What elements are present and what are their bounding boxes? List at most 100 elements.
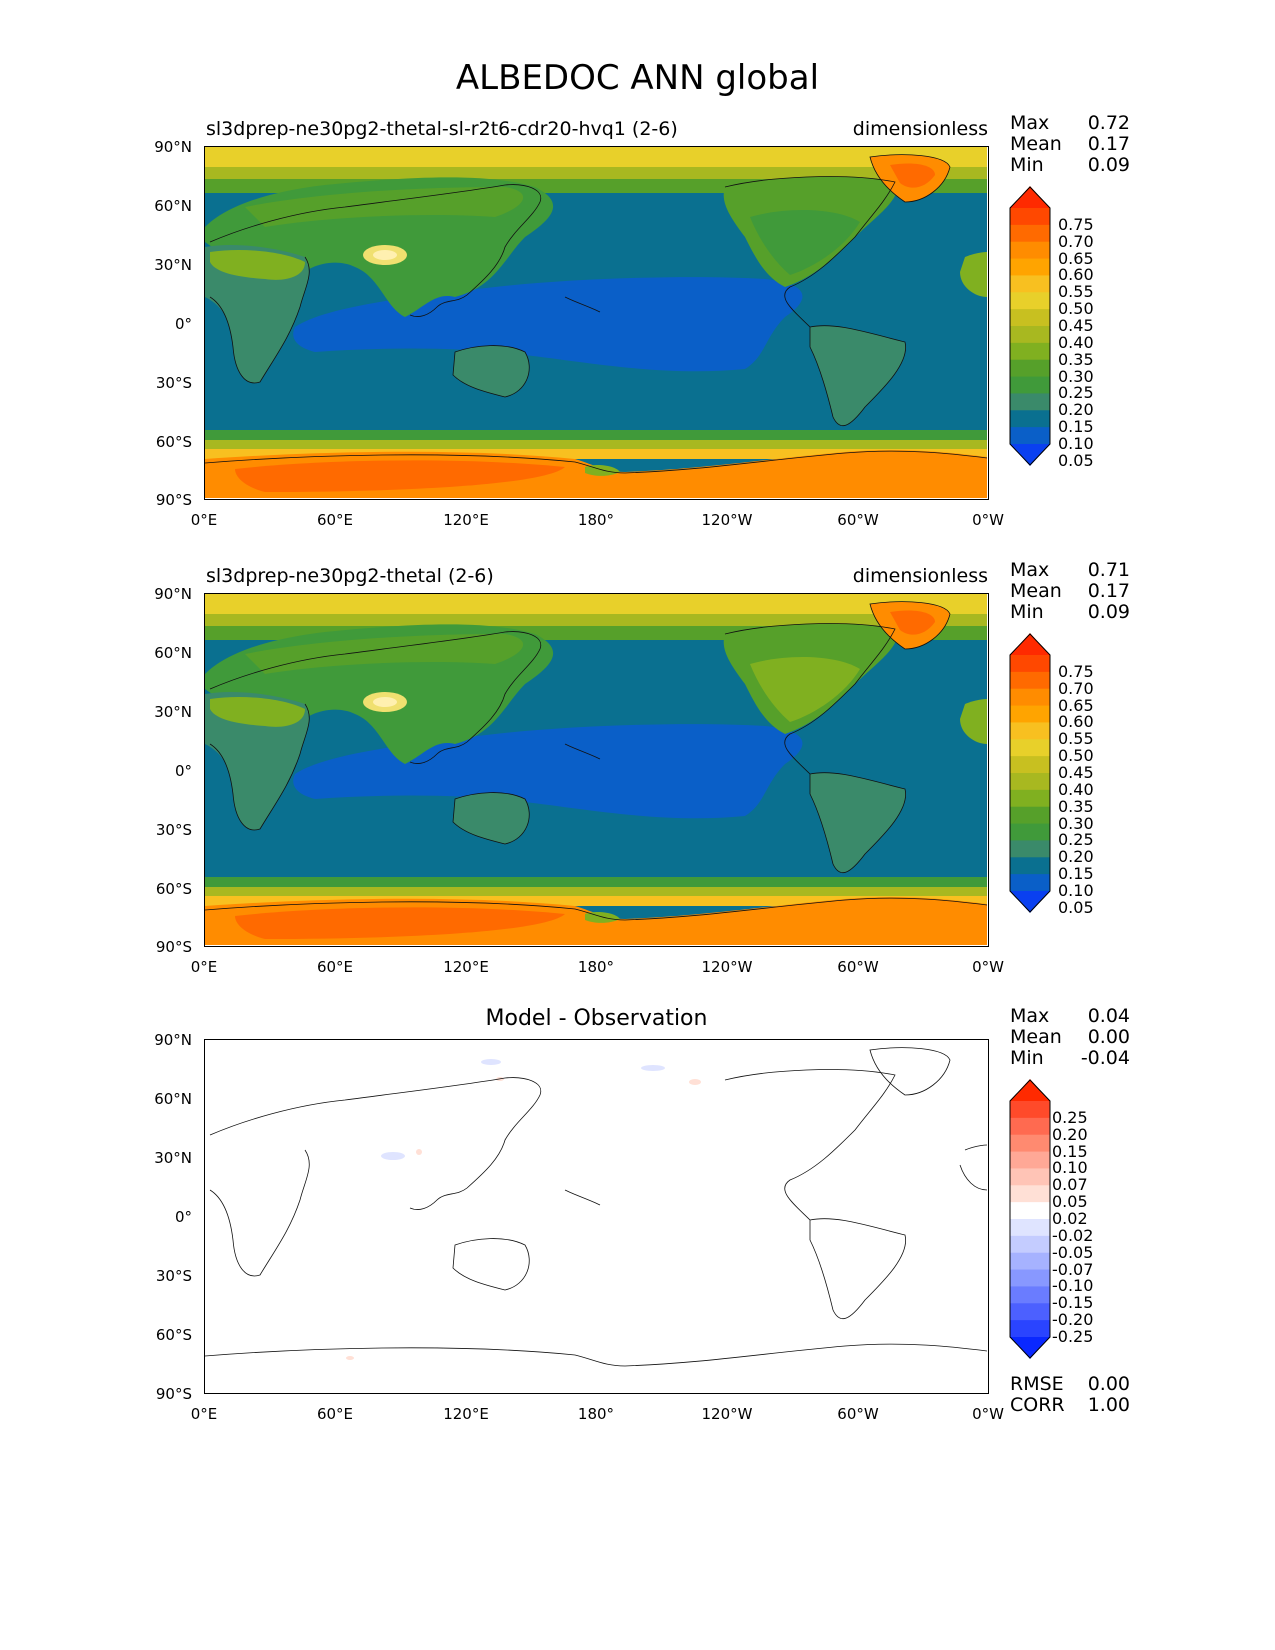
colorbar-outline bbox=[1009, 633, 1051, 913]
colorbar-tick-label: 0.10 bbox=[1052, 1158, 1088, 1178]
rmse-label: RMSE bbox=[1010, 1373, 1064, 1395]
colorbar-tick-label: 0.15 bbox=[1058, 864, 1094, 884]
lon-tick: 60°W bbox=[837, 1405, 879, 1423]
lat-tick: 60°N bbox=[154, 644, 192, 662]
stat-min-value: -0.04 bbox=[1080, 1047, 1130, 1069]
stat-mean-label: Mean bbox=[1010, 1026, 1062, 1048]
colorbar-tick-label: -0.07 bbox=[1052, 1259, 1094, 1279]
colorbar-segment bbox=[1010, 224, 1050, 243]
lon-tick: 60°E bbox=[316, 1405, 354, 1423]
lon-tick: 60°W bbox=[837, 511, 879, 529]
colorbar-tick-label: 0.70 bbox=[1058, 231, 1094, 251]
colorbar-tick-label: 0.10 bbox=[1058, 434, 1094, 453]
colorbar-segment bbox=[1010, 1101, 1050, 1119]
lat-tick: 30°S bbox=[155, 821, 192, 839]
lon-tick: 120°E bbox=[443, 958, 489, 976]
colorbar-segment bbox=[1010, 1151, 1050, 1169]
colorbar-tick-label: 0.25 bbox=[1058, 383, 1094, 403]
lat-tick: 60°N bbox=[154, 1090, 192, 1108]
stat-mean-value: 0.00 bbox=[1087, 1026, 1130, 1048]
panel-3-colorbar bbox=[1008, 1079, 1052, 1361]
lat-tick: 30°N bbox=[154, 256, 192, 274]
lat-tick: 30°S bbox=[155, 374, 192, 392]
colorbar-tick-label: 0.30 bbox=[1058, 813, 1094, 833]
lon-tick: 60°W bbox=[837, 958, 879, 976]
colorbar-tick-label: 0.45 bbox=[1058, 316, 1094, 335]
colorbar-tick-label: 0.55 bbox=[1058, 729, 1094, 749]
lon-tick: 120°W bbox=[701, 1405, 753, 1423]
lat-tick: 60°N bbox=[154, 197, 192, 215]
colorbar-segment bbox=[1010, 789, 1050, 808]
colorbar-segment bbox=[1010, 275, 1050, 293]
panel-2-units: dimensionless bbox=[852, 565, 988, 587]
lon-tick: 0°E bbox=[190, 958, 218, 976]
colorbar-segment bbox=[1010, 241, 1050, 260]
corr-label: CORR bbox=[1010, 1394, 1065, 1416]
lon-tick: 120°E bbox=[443, 1405, 489, 1423]
colorbar-svg bbox=[1009, 186, 1051, 466]
stat-max-label: Max bbox=[1010, 112, 1050, 134]
colorbar-segment bbox=[1010, 857, 1050, 875]
stat-mean-label: Mean bbox=[1010, 133, 1062, 155]
colorbar-segment bbox=[1010, 1202, 1050, 1220]
colorbar-segment bbox=[1010, 208, 1050, 226]
stat-max-value: 0.71 bbox=[1087, 559, 1130, 581]
colorbar-tick-label: 0.35 bbox=[1058, 796, 1094, 816]
panel-1-map-svg bbox=[205, 147, 987, 498]
lat-tick: 0° bbox=[174, 1208, 192, 1226]
lon-tick: 180° bbox=[577, 511, 615, 529]
colorbar-segment bbox=[1010, 359, 1050, 378]
lon-tick: 0°W bbox=[972, 1405, 1004, 1423]
colorbar-segment bbox=[1010, 655, 1050, 673]
colorbar-tick-label: 0.30 bbox=[1058, 366, 1094, 386]
colorbar-segment bbox=[1010, 326, 1050, 344]
colorbar-tick-label: 0.60 bbox=[1058, 712, 1094, 732]
colorbar-segment bbox=[1010, 671, 1050, 690]
colorbar-tick-label: -0.15 bbox=[1052, 1293, 1094, 1313]
panel-3-map-svg bbox=[205, 1040, 987, 1392]
lon-tick: 180° bbox=[577, 958, 615, 976]
rmse-value: 0.00 bbox=[1087, 1373, 1130, 1395]
lon-tick: 0°W bbox=[972, 511, 1004, 529]
colorbar-tick-label: 0.50 bbox=[1058, 299, 1094, 319]
colorbar-segment bbox=[1010, 1185, 1050, 1203]
lat-tick: 60°S bbox=[155, 880, 192, 898]
corr-value: 1.00 bbox=[1087, 1394, 1130, 1416]
lat-tick: 30°S bbox=[155, 1267, 192, 1285]
colorbar-tick-label: 0.25 bbox=[1052, 1107, 1088, 1127]
colorbar-tick-label: 0.70 bbox=[1058, 678, 1094, 698]
colorbar-outline bbox=[1009, 1079, 1051, 1359]
colorbar-segment bbox=[1010, 342, 1050, 361]
colorbar-tick-label: 0.60 bbox=[1058, 265, 1094, 285]
colorbar-tick-label: 0.10 bbox=[1058, 881, 1094, 900]
colorbar-extend-max bbox=[1010, 1079, 1050, 1101]
panel-1-map bbox=[204, 146, 989, 500]
colorbar-tick-label: 0.40 bbox=[1058, 779, 1094, 799]
colorbar-segment bbox=[1010, 1134, 1050, 1153]
colorbar-segment bbox=[1010, 1235, 1050, 1254]
lat-tick: 60°S bbox=[155, 1326, 192, 1344]
colorbar-tick-label: 0.55 bbox=[1058, 282, 1094, 302]
panel-3-title: Model - Observation bbox=[485, 1006, 708, 1031]
panel-1-colorbar bbox=[1008, 186, 1052, 468]
colorbar-segment bbox=[1010, 1269, 1050, 1287]
lat-tick: 90°S bbox=[155, 938, 192, 956]
colorbar-tick-label: 0.15 bbox=[1052, 1141, 1088, 1161]
colorbar-segment bbox=[1010, 1117, 1050, 1136]
stat-mean-value: 0.17 bbox=[1087, 580, 1130, 602]
colorbar-segment bbox=[1010, 1252, 1050, 1271]
colorbar-outline bbox=[1009, 186, 1051, 466]
lon-tick: 60°E bbox=[316, 511, 354, 529]
colorbar-segment bbox=[1010, 410, 1050, 428]
colorbar-svg bbox=[1009, 633, 1051, 913]
colorbar-tick-label: 0.20 bbox=[1058, 400, 1094, 420]
colorbar-tick-label: 0.15 bbox=[1058, 417, 1094, 437]
colorbar-segment bbox=[1010, 688, 1050, 707]
lon-tick: 60°E bbox=[316, 958, 354, 976]
colorbar-tick-label: 0.20 bbox=[1052, 1124, 1088, 1144]
panel-2-map-svg bbox=[205, 594, 987, 945]
colorbar-segment bbox=[1010, 840, 1050, 858]
panel-2-colorbar bbox=[1008, 633, 1052, 915]
colorbar-extend-min bbox=[1010, 891, 1050, 913]
colorbar-tick-label: -0.20 bbox=[1052, 1310, 1094, 1330]
